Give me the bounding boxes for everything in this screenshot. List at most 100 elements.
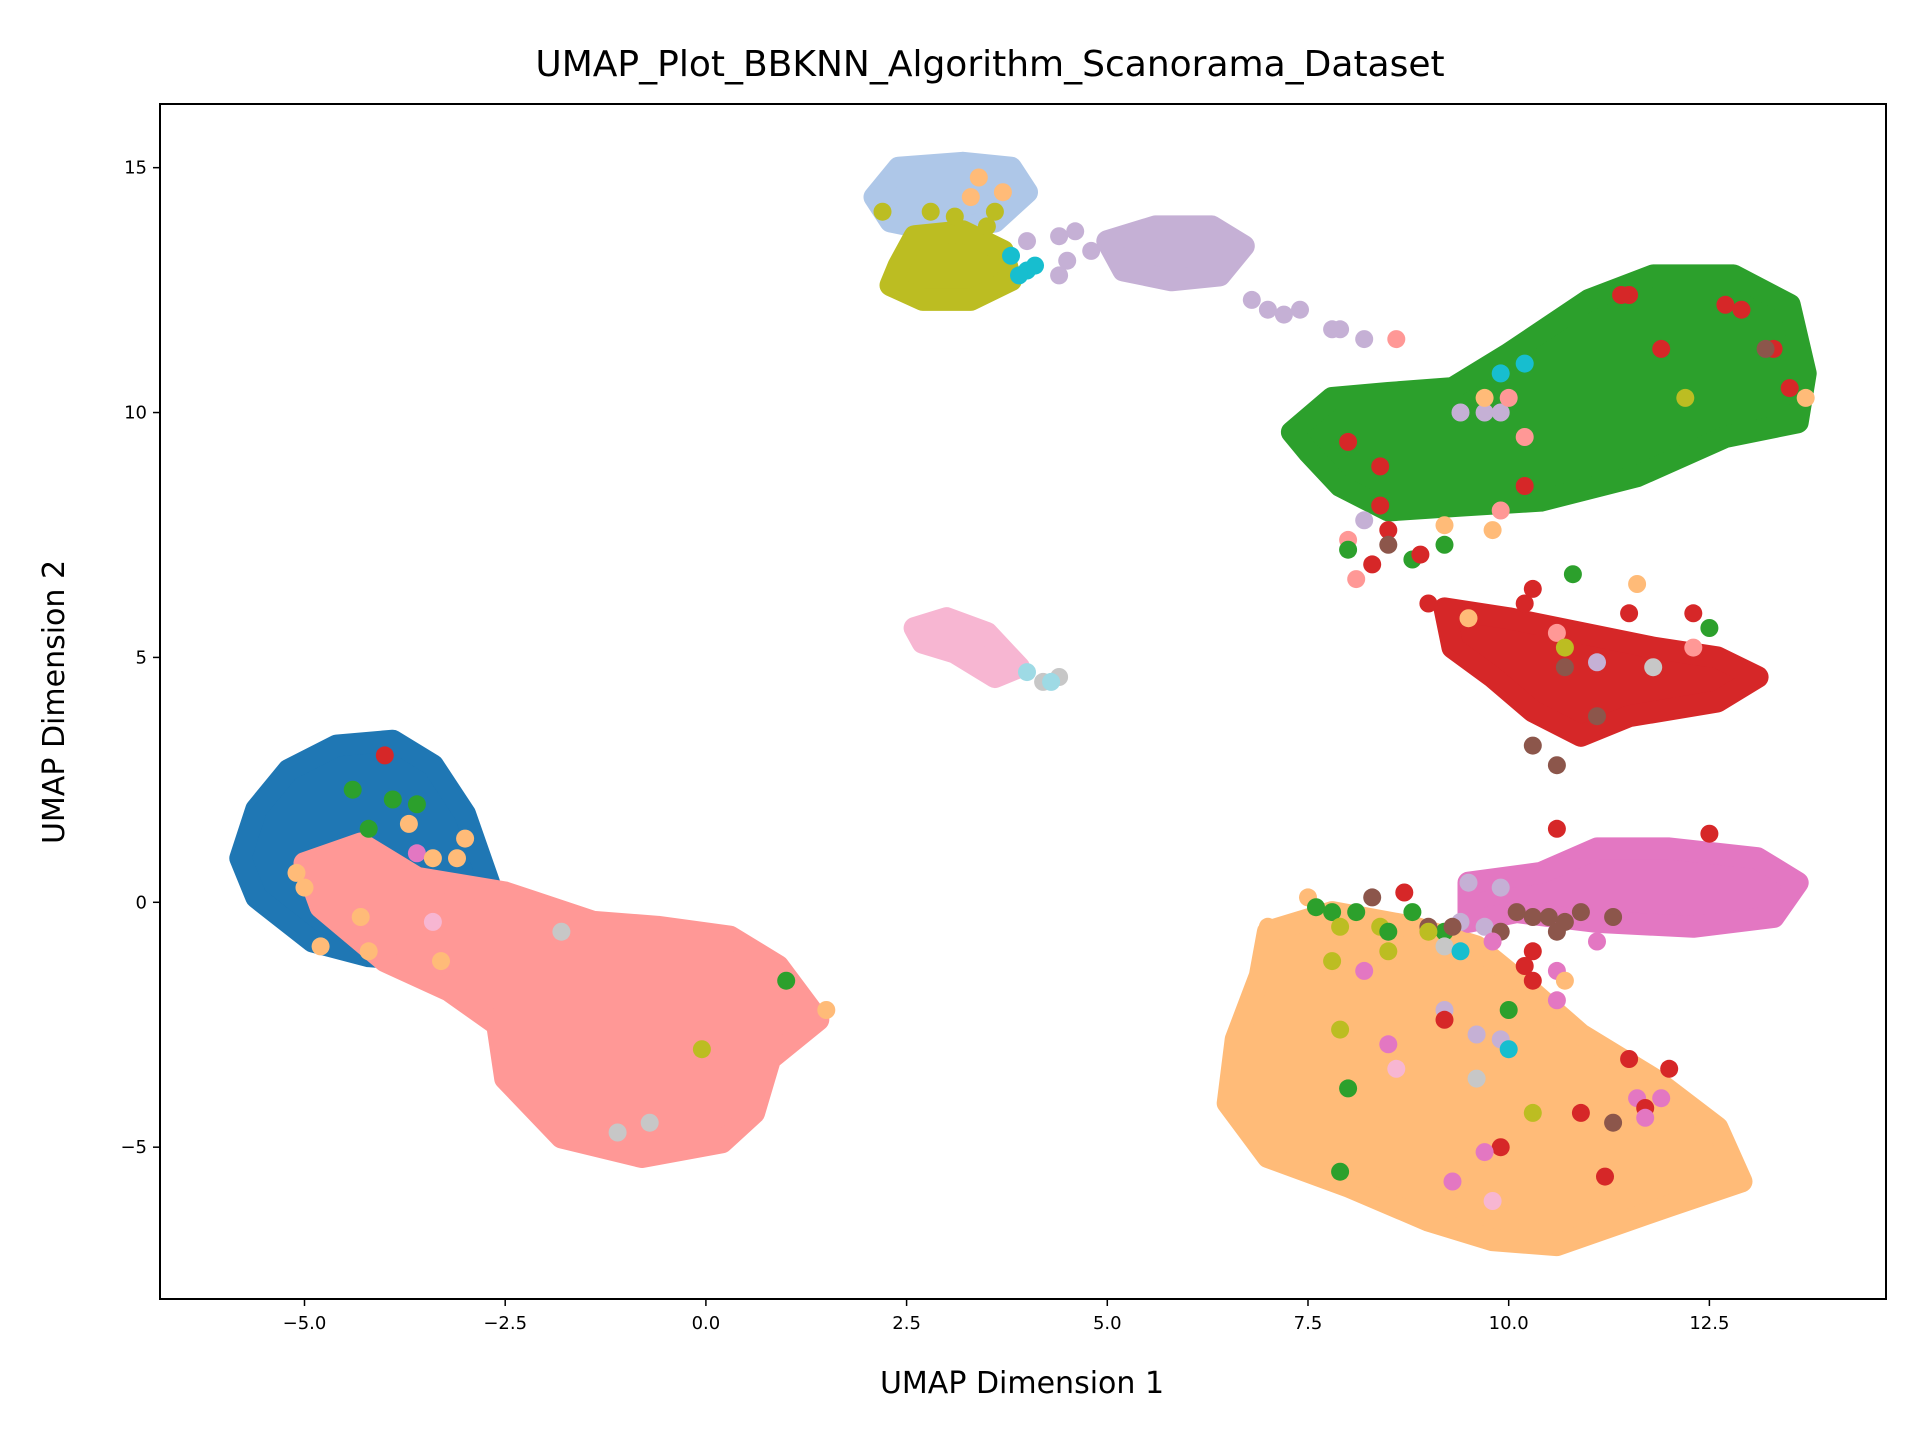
data-point: [1588, 932, 1606, 951]
data-point: [1652, 339, 1671, 358]
data-point: [456, 829, 475, 848]
data-point: [1547, 623, 1566, 642]
data-point: [1379, 1035, 1398, 1054]
data-point: [423, 849, 442, 868]
data-point: [1475, 1143, 1494, 1162]
data-point: [1307, 898, 1325, 917]
data-point: [1258, 300, 1277, 319]
data-point: [1411, 545, 1430, 564]
x-tick-label: 2.5: [892, 1313, 921, 1334]
data-point: [1331, 1020, 1350, 1039]
data-point: [1732, 300, 1751, 319]
data-point: [399, 814, 418, 833]
data-point: [1515, 428, 1534, 446]
data-point: [921, 202, 940, 221]
x-tick-label: −2.5: [483, 1313, 527, 1334]
cluster-9: [903, 607, 1030, 688]
data-point: [1387, 330, 1406, 349]
data-point: [1756, 339, 1775, 358]
data-point: [873, 202, 892, 221]
data-point: [1483, 521, 1502, 540]
data-point: [552, 922, 571, 941]
data-point: [1491, 364, 1510, 383]
data-point: [1604, 1113, 1623, 1132]
data-point: [1676, 388, 1695, 407]
data-point: [1620, 1050, 1639, 1068]
data-point: [1612, 286, 1631, 304]
data-point: [1515, 957, 1534, 975]
data-point: [1050, 227, 1069, 246]
data-point: [1555, 658, 1574, 677]
data-point: [1002, 246, 1020, 265]
data-point: [1291, 300, 1309, 319]
x-tick-label: −5.0: [283, 1313, 327, 1334]
cluster-4: [1433, 597, 1769, 747]
data-point: [1467, 1025, 1486, 1044]
data-point: [1435, 937, 1454, 956]
data-point: [1523, 1103, 1542, 1122]
data-point: [1395, 883, 1414, 902]
data-point: [1242, 290, 1261, 309]
data-point: [1371, 496, 1390, 515]
data-point: [1620, 604, 1639, 623]
data-point: [1419, 922, 1438, 941]
data-point: [1596, 1167, 1614, 1186]
data-point: [1547, 991, 1566, 1010]
data-point: [1274, 305, 1293, 324]
y-axis-label: UMAP Dimension 2: [37, 560, 72, 844]
data-point: [1491, 878, 1510, 897]
cluster-8: [1096, 215, 1255, 292]
data-point: [1339, 1079, 1358, 1098]
x-axis-label: UMAP Dimension 1: [880, 1366, 1164, 1401]
data-point: [1539, 908, 1558, 926]
x-axis-ticks: −5.0 −2.5 0.0 2.5 5.0 7.5 10.0 12.5: [283, 1299, 1729, 1334]
data-point: [1451, 403, 1470, 422]
data-point: [1435, 516, 1454, 535]
data-point: [1459, 609, 1478, 628]
data-point: [407, 795, 426, 814]
data-point: [1058, 251, 1077, 270]
data-point: [1082, 241, 1101, 260]
data-point: [1475, 388, 1494, 407]
x-tick-label: 12.5: [1689, 1313, 1729, 1334]
data-point: [977, 217, 996, 236]
data-point: [1684, 604, 1703, 623]
data-point: [1652, 1089, 1671, 1108]
data-point: [692, 1040, 711, 1059]
data-point: [1379, 535, 1398, 554]
data-point: [1258, 917, 1277, 936]
data-point: [1555, 638, 1574, 657]
data-point: [608, 1123, 627, 1142]
x-tick-label: 10.0: [1489, 1313, 1529, 1334]
data-point: [640, 1113, 659, 1132]
data-point: [1050, 266, 1069, 285]
data-point: [1716, 295, 1735, 314]
data-point: [1796, 388, 1815, 407]
data-point: [1604, 908, 1623, 926]
y-axis-ticks: −5 0 5 10 15: [120, 158, 160, 1158]
data-point: [1443, 917, 1462, 936]
data-point: [1499, 1040, 1518, 1059]
data-point: [817, 1001, 836, 1019]
data-point: [1331, 1162, 1350, 1181]
plot-frame: [159, 103, 1887, 1300]
cluster-7: [879, 220, 1022, 311]
data-point: [1018, 232, 1036, 251]
data-point: [1547, 756, 1566, 775]
data-point: [1491, 1138, 1510, 1157]
data-point: [1363, 888, 1382, 907]
x-tick-label: 5.0: [1093, 1313, 1122, 1334]
data-point: [1515, 354, 1534, 373]
data-point: [448, 849, 466, 868]
data-point: [1443, 1172, 1462, 1191]
data-point: [1066, 222, 1085, 241]
data-point: [1010, 266, 1028, 285]
data-point: [1339, 540, 1358, 559]
data-point: [1371, 457, 1390, 476]
data-point: [1323, 952, 1342, 971]
data-point: [1499, 388, 1518, 407]
data-point: [993, 183, 1012, 202]
data-point: [1499, 1001, 1518, 1019]
data-point: [1379, 942, 1398, 961]
